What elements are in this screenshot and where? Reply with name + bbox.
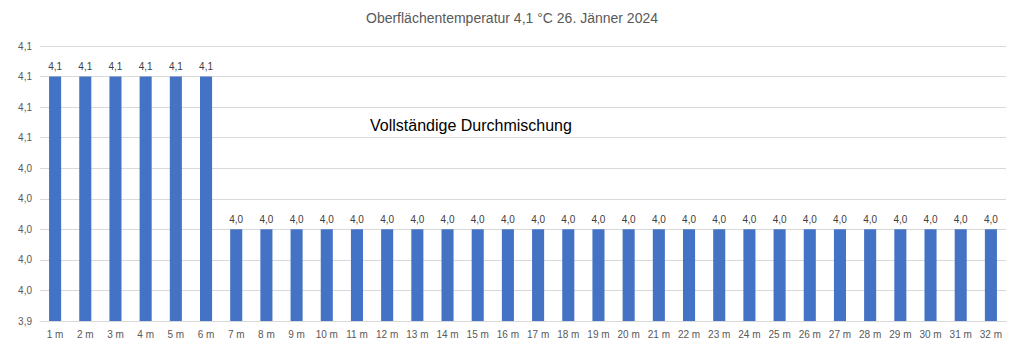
svg-text:4,0: 4,0 bbox=[320, 214, 334, 225]
svg-text:28 m: 28 m bbox=[859, 329, 881, 340]
svg-text:26 m: 26 m bbox=[799, 329, 821, 340]
svg-text:4,0: 4,0 bbox=[773, 214, 787, 225]
svg-text:4,1: 4,1 bbox=[109, 61, 123, 72]
svg-text:4,0: 4,0 bbox=[531, 214, 545, 225]
svg-text:12 m: 12 m bbox=[376, 329, 398, 340]
svg-text:2 m: 2 m bbox=[77, 329, 94, 340]
svg-text:30 m: 30 m bbox=[919, 329, 941, 340]
svg-text:20 m: 20 m bbox=[618, 329, 640, 340]
svg-text:4,0: 4,0 bbox=[712, 214, 726, 225]
svg-text:4,0: 4,0 bbox=[924, 214, 938, 225]
svg-text:4,0: 4,0 bbox=[18, 193, 32, 204]
svg-text:4,0: 4,0 bbox=[18, 224, 32, 235]
svg-text:4,0: 4,0 bbox=[592, 214, 606, 225]
svg-text:4,1: 4,1 bbox=[18, 132, 32, 143]
svg-text:17 m: 17 m bbox=[527, 329, 549, 340]
svg-text:Oberflächentemperatur 4,1 °C 2: Oberflächentemperatur 4,1 °C 26. Jänner … bbox=[366, 10, 658, 26]
svg-text:Vollständige Durchmischung: Vollständige Durchmischung bbox=[370, 117, 572, 134]
svg-text:14 m: 14 m bbox=[436, 329, 458, 340]
svg-text:13 m: 13 m bbox=[406, 329, 428, 340]
svg-text:4,1: 4,1 bbox=[78, 61, 92, 72]
svg-text:15 m: 15 m bbox=[467, 329, 489, 340]
svg-text:23 m: 23 m bbox=[708, 329, 730, 340]
svg-text:4,0: 4,0 bbox=[833, 214, 847, 225]
svg-text:16 m: 16 m bbox=[497, 329, 519, 340]
svg-text:8 m: 8 m bbox=[258, 329, 275, 340]
svg-text:24 m: 24 m bbox=[738, 329, 760, 340]
svg-text:1 m: 1 m bbox=[47, 329, 64, 340]
svg-text:4,0: 4,0 bbox=[863, 214, 877, 225]
svg-text:4,0: 4,0 bbox=[380, 214, 394, 225]
svg-text:21 m: 21 m bbox=[648, 329, 670, 340]
svg-text:18 m: 18 m bbox=[557, 329, 579, 340]
svg-text:4,1: 4,1 bbox=[48, 61, 62, 72]
svg-text:4,0: 4,0 bbox=[561, 214, 575, 225]
svg-text:4,0: 4,0 bbox=[742, 214, 756, 225]
svg-text:4,0: 4,0 bbox=[984, 214, 998, 225]
svg-text:4 m: 4 m bbox=[137, 329, 154, 340]
svg-text:4,0: 4,0 bbox=[229, 214, 243, 225]
svg-text:4,0: 4,0 bbox=[410, 214, 424, 225]
svg-text:6 m: 6 m bbox=[198, 329, 215, 340]
svg-text:4,1: 4,1 bbox=[18, 102, 32, 113]
svg-text:29 m: 29 m bbox=[889, 329, 911, 340]
svg-text:4,1: 4,1 bbox=[139, 61, 153, 72]
svg-text:4,0: 4,0 bbox=[290, 214, 304, 225]
svg-text:4,0: 4,0 bbox=[441, 214, 455, 225]
svg-text:9 m: 9 m bbox=[288, 329, 305, 340]
svg-text:22 m: 22 m bbox=[678, 329, 700, 340]
svg-text:4,0: 4,0 bbox=[682, 214, 696, 225]
svg-text:4,0: 4,0 bbox=[652, 214, 666, 225]
svg-text:31 m: 31 m bbox=[950, 329, 972, 340]
svg-text:27 m: 27 m bbox=[829, 329, 851, 340]
svg-text:4,0: 4,0 bbox=[622, 214, 636, 225]
svg-text:4,0: 4,0 bbox=[954, 214, 968, 225]
svg-text:4,0: 4,0 bbox=[18, 254, 32, 265]
svg-text:4,1: 4,1 bbox=[199, 61, 213, 72]
svg-text:5 m: 5 m bbox=[168, 329, 185, 340]
svg-text:4,0: 4,0 bbox=[803, 214, 817, 225]
svg-text:4,0: 4,0 bbox=[259, 214, 273, 225]
svg-text:4,0: 4,0 bbox=[18, 285, 32, 296]
svg-text:11 m: 11 m bbox=[346, 329, 368, 340]
svg-text:4,0: 4,0 bbox=[893, 214, 907, 225]
svg-text:4,0: 4,0 bbox=[350, 214, 364, 225]
svg-text:4,0: 4,0 bbox=[471, 214, 485, 225]
svg-text:7 m: 7 m bbox=[228, 329, 245, 340]
svg-text:4,1: 4,1 bbox=[18, 71, 32, 82]
svg-text:4,0: 4,0 bbox=[18, 163, 32, 174]
svg-text:25 m: 25 m bbox=[768, 329, 790, 340]
svg-text:4,1: 4,1 bbox=[18, 41, 32, 52]
svg-text:10 m: 10 m bbox=[316, 329, 338, 340]
svg-text:3 m: 3 m bbox=[107, 329, 124, 340]
svg-text:4,1: 4,1 bbox=[169, 61, 183, 72]
svg-text:4,0: 4,0 bbox=[501, 214, 515, 225]
svg-text:3,9: 3,9 bbox=[18, 316, 32, 327]
svg-text:32 m: 32 m bbox=[980, 329, 1002, 340]
svg-text:19 m: 19 m bbox=[587, 329, 609, 340]
